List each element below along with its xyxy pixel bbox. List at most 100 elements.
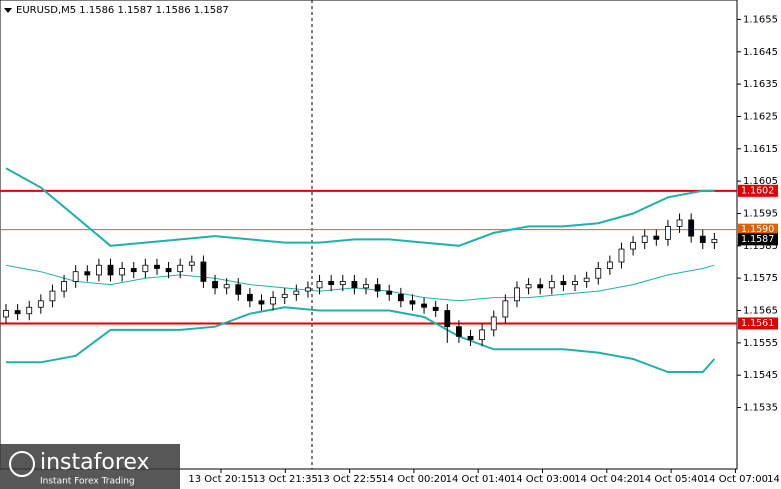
- logo-box: [0, 444, 180, 489]
- x-tick-label: 14 Oct 05:40: [638, 474, 703, 485]
- y-tick-label: 1.1535: [743, 403, 778, 414]
- candle-body: [293, 290, 300, 295]
- candle-body: [421, 303, 427, 308]
- candle-body: [107, 264, 114, 276]
- candle-body: [688, 219, 695, 237]
- band-lower: [6, 306, 716, 373]
- candle-body: [630, 242, 636, 250]
- candle-body: [72, 271, 79, 282]
- candle-body: [374, 284, 381, 292]
- candle-body: [165, 268, 172, 273]
- candle-body: [711, 238, 718, 243]
- candle-body: [37, 300, 44, 308]
- candle-body: [525, 284, 532, 289]
- level-label: 1.1590: [741, 224, 774, 235]
- x-tick-label: 14 Oct 03:00: [510, 474, 575, 485]
- candle-body: [363, 284, 369, 289]
- logo-icon: [9, 451, 35, 477]
- candle-body: [641, 235, 648, 243]
- candle-body: [583, 277, 590, 282]
- candle-body: [409, 300, 416, 305]
- y-tick-label: 1.1545: [743, 370, 778, 381]
- x-tick-label: 13 Oct 20:15: [188, 474, 253, 485]
- candle-body: [3, 310, 9, 318]
- y-tick-label: 1.1585: [743, 241, 778, 252]
- candle-body: [444, 310, 451, 328]
- band-middle: [5, 264, 715, 302]
- logo-brand: instaforex: [40, 450, 150, 475]
- candle-body: [49, 290, 56, 302]
- y-tick-label: 1.1595: [743, 208, 778, 219]
- current-price-box: [738, 233, 778, 246]
- logo-tagline: Instant Forex Trading: [40, 477, 135, 487]
- candle-body: [200, 261, 207, 282]
- candle-body: [61, 280, 67, 292]
- candle-body: [479, 329, 486, 341]
- candle-body: [26, 306, 33, 315]
- x-tick-label: 14 Oct 07:00: [703, 474, 768, 485]
- y-tick-label: 1.1555: [743, 338, 778, 349]
- candle-body: [618, 248, 625, 263]
- menu-arrow: [4, 8, 12, 13]
- candle-body: [235, 284, 242, 295]
- current-price-label: 1.1587: [741, 234, 774, 245]
- level-box: [738, 223, 778, 236]
- x-tick-label: 13 Oct 21:35: [253, 474, 318, 485]
- candle-body: [560, 280, 567, 286]
- candle-body: [351, 280, 358, 289]
- candle-body: [96, 264, 102, 276]
- candle-body: [490, 316, 497, 331]
- candle-body: [665, 226, 671, 240]
- level-label: 1.1602: [741, 185, 774, 196]
- candle-body: [14, 310, 21, 315]
- candle-body: [676, 219, 683, 227]
- candle-body: [699, 235, 706, 243]
- candle-body: [270, 297, 276, 305]
- candle-body: [467, 335, 474, 341]
- candle-body: [281, 293, 288, 298]
- candle-body: [432, 306, 439, 311]
- candle-body: [653, 235, 660, 240]
- y-tick-label: 1.1575: [743, 273, 778, 284]
- candle-body: [328, 280, 335, 286]
- candle-body: [572, 280, 578, 286]
- y-tick-label: 1.1565: [743, 306, 778, 317]
- level-label: 1.1561: [741, 318, 774, 329]
- x-tick-label: 14 Oct 01:40: [446, 474, 511, 485]
- candle-body: [119, 268, 126, 276]
- x-tick-label: 14 Oct 00:20: [381, 474, 446, 485]
- candle-body: [212, 280, 218, 289]
- y-tick-label: 1.1635: [743, 79, 778, 90]
- candle-body: [154, 264, 160, 269]
- candle-body: [339, 280, 346, 286]
- x-tick-label: 13 Oct 22:55: [317, 474, 382, 485]
- candle-body: [246, 293, 253, 302]
- x-tick-label: 14 Oct 04:20: [574, 474, 639, 485]
- candle-body: [188, 261, 195, 266]
- x-tick-label: 14 Oct 08:20: [767, 474, 781, 485]
- plot-area: [0, 0, 738, 470]
- candle-body: [595, 268, 602, 279]
- y-tick-label: 1.1625: [743, 111, 778, 122]
- candle-body: [548, 280, 555, 289]
- chart-title: EURUSD,M5 1.1586 1.1587 1.1586 1.1587: [16, 5, 229, 16]
- level-box: [738, 184, 778, 197]
- candle-body: [316, 280, 323, 289]
- candle-body: [537, 284, 544, 289]
- candle-body: [456, 326, 462, 337]
- level-box: [738, 317, 778, 330]
- y-tick-label: 1.1605: [743, 176, 778, 187]
- candle-body: [502, 300, 509, 318]
- candle-body: [130, 268, 137, 273]
- y-tick-label: 1.1615: [743, 144, 778, 155]
- candle-body: [305, 287, 311, 292]
- candle-body: [142, 264, 149, 273]
- candle-body: [223, 284, 230, 289]
- candle-body: [397, 293, 404, 302]
- candle-body: [258, 300, 265, 305]
- band-upper: [5, 167, 715, 247]
- candle-body: [606, 261, 613, 269]
- candle-body: [386, 290, 393, 295]
- candle-body: [177, 264, 184, 273]
